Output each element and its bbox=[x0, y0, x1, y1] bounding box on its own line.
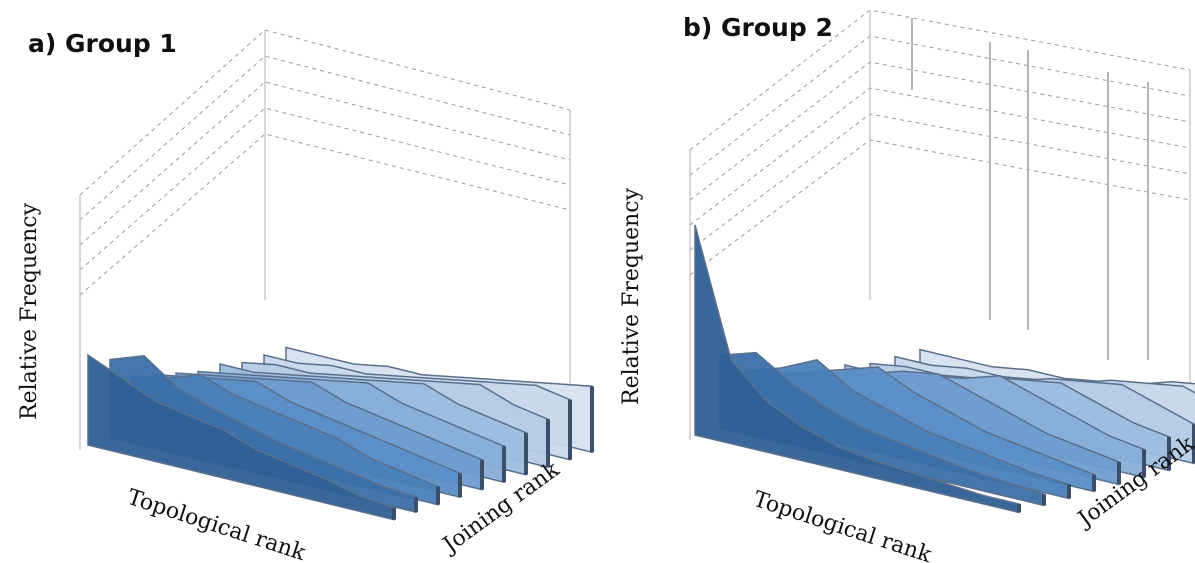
panel-a-x-axis-label: Topological rank bbox=[124, 485, 309, 563]
panel-b-backdrop bbox=[689, 9, 1191, 440]
panel-b-x-axis-label: Topological rank bbox=[750, 487, 935, 563]
panel-b-y-axis-label: Relative Frequency bbox=[619, 187, 644, 405]
panel-b: b) Group 2 Relative Frequency Topologica… bbox=[619, 9, 1195, 563]
panel-b-surface bbox=[694, 224, 1195, 514]
panel-a-surface bbox=[87, 346, 594, 521]
panel-a-backdrop bbox=[79, 29, 571, 450]
panel-a-y-axis-label: Relative Frequency bbox=[17, 202, 42, 420]
panel-a: a) Group 1 Relative Frequency Topologica… bbox=[17, 29, 594, 563]
panel-b-title: b) Group 2 bbox=[683, 13, 833, 42]
panel-a-title: a) Group 1 bbox=[28, 29, 177, 58]
